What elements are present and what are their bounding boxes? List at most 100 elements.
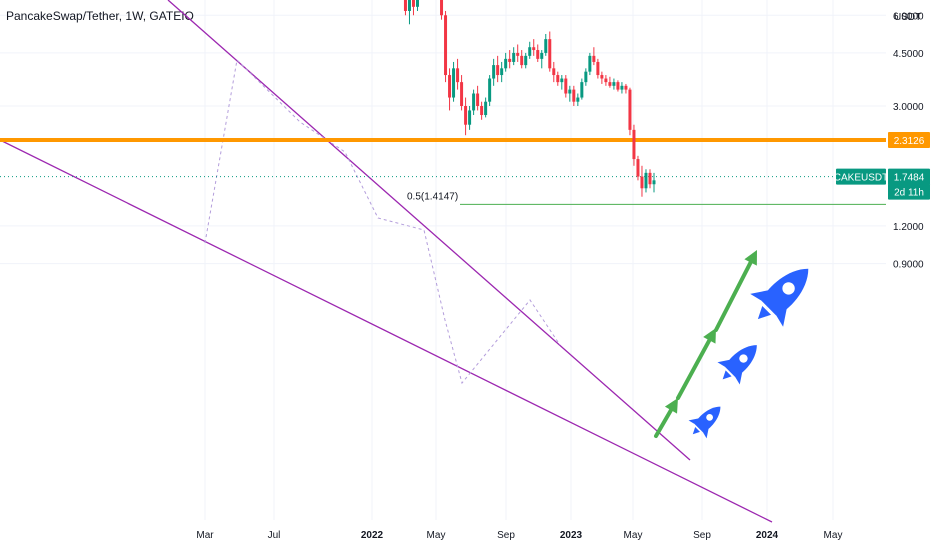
candle-body [448,75,452,98]
candle-body [508,58,512,62]
candle-body [464,105,468,125]
y-tick-label: 6.0000 [893,11,924,22]
countdown-badge: 2d 11h [888,183,930,200]
candle-body [636,159,640,177]
rocket-fin-right [702,426,710,439]
rocket-window [739,354,748,363]
candle-body [648,172,652,185]
x-tick-label: May [427,530,446,541]
candle-body [560,78,564,83]
candle-body [592,55,596,62]
rocket-large-icon [750,268,809,327]
arrow-shaft [714,260,753,332]
x-tick-label: Mar [196,530,214,541]
upper-trendline [167,0,691,461]
candle-body [628,89,632,130]
candle-body [568,89,572,94]
fib-label: 0.5(1.4147) [407,191,458,202]
candle-body [564,78,568,94]
candle-body [552,68,556,76]
rocket-small-icon [688,406,721,439]
candle-body [512,52,516,62]
rocket-window [782,282,795,295]
green-arrow-1 [654,398,678,438]
y-tick-label: 1.2000 [893,222,924,233]
candle-body [584,71,588,83]
candle-body [452,68,456,98]
candle-body [620,85,624,90]
rocket-fin-left [717,359,733,367]
rocket-fin-right [776,304,788,327]
arrow-shaft [676,338,712,400]
candle-body [572,89,576,102]
candle-body [524,55,528,66]
last-price-badge-bg [888,168,930,185]
candle-body [536,50,540,59]
chart-title: PancakeSwap/Tether, 1W, GATEIO [6,9,194,23]
y-tick-label: 0.9000 [893,260,924,271]
x-tick-label: 2024 [756,530,779,541]
candle-body [640,176,644,189]
candle-body [411,0,415,7]
candle-body [544,39,548,53]
candle-body [576,97,580,102]
candle-body [480,105,484,116]
symbol-badge: CAKEUSDT [834,168,888,185]
symbol-badge-text: CAKEUSDT [834,173,888,184]
last-price-badge-text: 1.7484 [894,173,925,184]
rocket-flame [757,305,772,320]
rocket-fin-left [688,417,701,425]
candle-body [596,61,600,76]
candle-body [516,52,520,56]
x-tick-label: Sep [693,530,711,541]
candle-body [444,15,448,76]
candle-body [540,52,544,59]
arrow-head [744,250,757,266]
candle-body [460,82,464,106]
candle-body [488,78,492,102]
last-price-badge: 1.7484 [888,168,930,185]
currency-label: USDT [894,12,921,23]
candle-body [604,78,608,83]
symbol-badge-bg [836,168,886,185]
candle-body [632,129,636,160]
lower-trendline [0,139,773,523]
x-tick-label: 2023 [560,530,583,541]
candle-body [504,58,508,69]
candle-body [520,55,524,66]
green-arrow-2 [676,328,716,400]
candle-body [556,75,560,83]
candle-body [472,93,476,111]
candle-body [644,172,648,189]
x-tick-label: May [624,530,643,541]
candle-body [612,82,616,86]
candle-body [528,47,532,56]
x-tick-label: Jul [268,530,281,541]
orange-price-badge: 2.3126 [888,132,930,149]
candle-body [407,0,411,11]
candle-body [440,0,444,16]
x-tick-label: May [824,530,843,541]
candle-body [456,68,460,83]
orange-price-badge-text: 2.3126 [894,136,925,147]
candle-body [600,75,604,79]
candle-body [403,0,407,11]
y-tick-label: 3.0000 [893,102,924,113]
candle-body [484,101,488,116]
x-tick-label: Sep [497,530,515,541]
rocket-fin-right [735,369,743,385]
rocket-flame [722,370,732,380]
orange-price-badge-bg [888,132,930,149]
arrow-shaft [654,408,673,438]
candle-body [616,82,620,90]
rocket-flame [692,427,700,435]
grid-lines [0,0,886,520]
candle-body [492,65,496,79]
candle-body [548,39,552,69]
swing-guide [204,58,561,385]
candle-body [476,93,480,106]
candle-body [580,82,584,98]
candle-body [496,65,500,76]
candle-body [608,82,612,86]
